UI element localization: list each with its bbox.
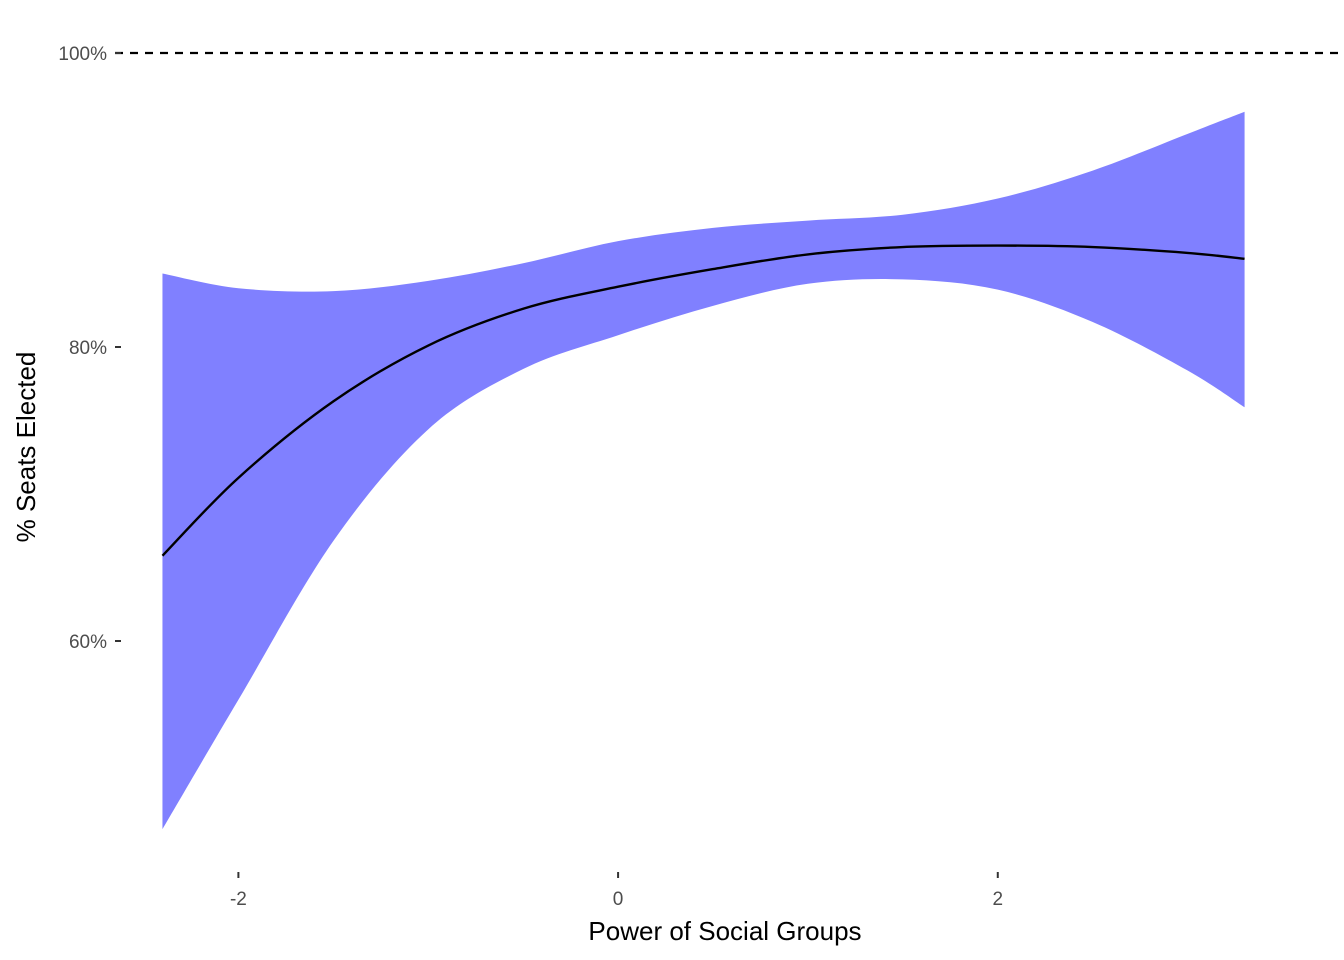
y-tick-label: 60% [69, 632, 107, 653]
y-tick-label: 100% [58, 44, 107, 65]
fit-line-layer [161, 244, 1245, 557]
fit-line [161, 244, 1245, 557]
y-axis-title: % Seats Elected [11, 352, 41, 543]
confidence-band [162, 111, 1245, 830]
x-axis: -2 0 2 [230, 872, 1003, 910]
x-tick-label: 0 [613, 889, 624, 910]
y-tick-label: 80% [69, 338, 107, 359]
x-tick-label: 2 [992, 889, 1003, 910]
x-tick-label: -2 [230, 889, 247, 910]
y-axis: 60% 80% 100% [58, 44, 121, 653]
x-axis-title: Power of Social Groups [588, 916, 861, 946]
confidence-band-layer [162, 111, 1245, 830]
